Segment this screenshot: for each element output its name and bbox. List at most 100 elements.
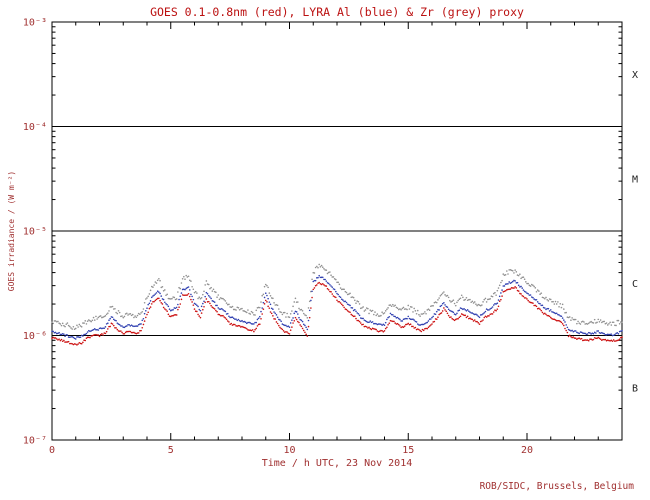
data-point bbox=[54, 337, 57, 339]
data-point bbox=[143, 301, 146, 304]
data-point bbox=[59, 333, 62, 336]
data-point bbox=[477, 322, 480, 324]
data-point bbox=[388, 315, 391, 318]
data-point bbox=[614, 324, 616, 327]
data-point bbox=[183, 275, 185, 278]
data-point bbox=[172, 308, 174, 311]
data-point bbox=[593, 318, 596, 321]
data-point bbox=[439, 294, 442, 297]
data-point bbox=[64, 341, 66, 343]
data-point bbox=[57, 320, 59, 323]
data-point bbox=[374, 311, 376, 313]
data-point bbox=[222, 314, 224, 317]
data-point bbox=[168, 308, 171, 310]
data-point bbox=[305, 333, 307, 336]
data-point bbox=[443, 301, 445, 304]
data-point bbox=[66, 334, 69, 336]
data-point bbox=[254, 321, 256, 324]
data-point bbox=[511, 287, 514, 289]
data-point bbox=[411, 325, 413, 328]
data-point bbox=[540, 309, 543, 312]
data-point bbox=[190, 293, 192, 296]
data-point bbox=[127, 323, 129, 326]
data-point bbox=[532, 302, 534, 304]
data-point bbox=[212, 300, 215, 303]
data-point bbox=[198, 296, 201, 299]
data-point bbox=[412, 325, 414, 328]
data-point bbox=[200, 312, 203, 314]
data-point bbox=[63, 324, 65, 327]
data-point bbox=[469, 311, 471, 313]
data-point bbox=[406, 317, 408, 320]
data-point bbox=[103, 315, 106, 318]
data-point bbox=[245, 311, 248, 314]
data-point bbox=[304, 331, 306, 334]
data-point bbox=[224, 317, 227, 319]
data-point bbox=[378, 323, 381, 325]
data-point bbox=[148, 293, 151, 295]
data-point bbox=[514, 286, 516, 288]
data-point bbox=[602, 338, 604, 341]
data-point bbox=[502, 273, 505, 275]
data-point bbox=[57, 339, 59, 341]
data-point bbox=[472, 313, 475, 315]
data-point bbox=[544, 297, 546, 300]
data-point bbox=[164, 289, 166, 291]
data-point bbox=[407, 322, 410, 325]
data-point bbox=[401, 307, 404, 310]
data-point bbox=[57, 332, 59, 335]
data-point bbox=[378, 330, 381, 332]
data-point bbox=[567, 328, 570, 331]
data-point bbox=[161, 285, 164, 288]
data-point bbox=[262, 293, 265, 296]
data-point bbox=[421, 328, 424, 331]
data-point bbox=[89, 319, 91, 322]
data-point bbox=[483, 311, 486, 314]
data-point bbox=[141, 319, 144, 322]
data-point bbox=[392, 313, 394, 316]
flare-class-label: B bbox=[632, 383, 638, 394]
data-point bbox=[215, 304, 217, 307]
data-point bbox=[344, 308, 347, 310]
data-point bbox=[438, 309, 440, 311]
data-point bbox=[323, 278, 325, 281]
data-point bbox=[241, 325, 243, 328]
data-point bbox=[278, 318, 280, 321]
data-point bbox=[282, 330, 285, 332]
data-point bbox=[172, 314, 174, 317]
data-point bbox=[447, 314, 450, 317]
data-point bbox=[127, 314, 129, 316]
data-point bbox=[500, 292, 502, 294]
data-point bbox=[565, 311, 567, 314]
data-point bbox=[483, 298, 486, 301]
data-point bbox=[513, 272, 515, 274]
data-point bbox=[561, 317, 564, 319]
data-point bbox=[297, 301, 299, 303]
data-point bbox=[497, 287, 500, 289]
data-point bbox=[454, 313, 457, 316]
data-point bbox=[425, 312, 427, 315]
data-point bbox=[336, 299, 338, 302]
data-point bbox=[147, 295, 149, 298]
data-point bbox=[437, 299, 439, 301]
data-point bbox=[179, 295, 182, 298]
data-point bbox=[604, 322, 607, 325]
data-point bbox=[593, 331, 596, 334]
data-point bbox=[620, 321, 622, 323]
data-point bbox=[485, 308, 488, 310]
data-point bbox=[197, 313, 199, 316]
data-point bbox=[504, 283, 507, 285]
data-point bbox=[402, 326, 405, 329]
data-point bbox=[117, 323, 120, 325]
data-point bbox=[257, 317, 260, 320]
data-point bbox=[84, 320, 87, 322]
data-point bbox=[86, 320, 89, 322]
data-point bbox=[544, 307, 546, 309]
data-point bbox=[326, 287, 329, 290]
data-point bbox=[324, 278, 326, 281]
data-point bbox=[565, 329, 567, 332]
data-point bbox=[339, 296, 342, 299]
data-point bbox=[162, 306, 165, 309]
data-point bbox=[121, 331, 123, 334]
data-point bbox=[418, 328, 420, 331]
